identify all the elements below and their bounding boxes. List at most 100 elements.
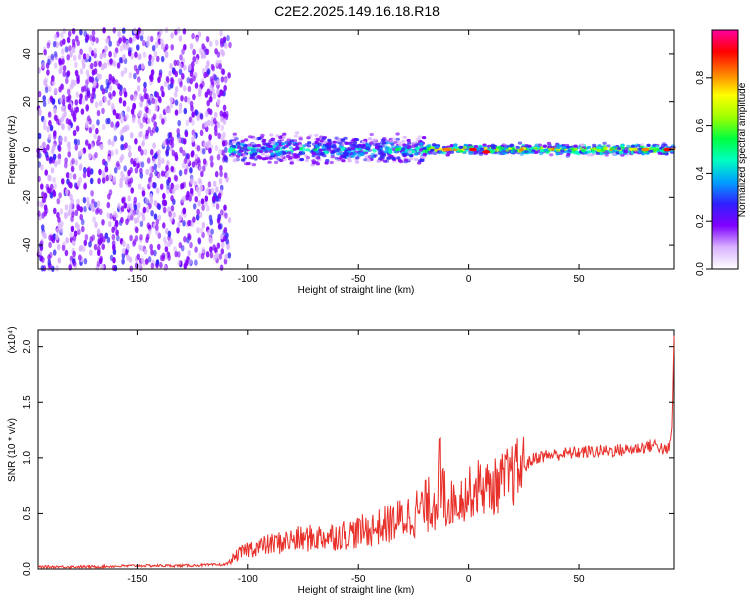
heatmap-cell [222,104,227,112]
heatmap-cell [181,196,185,203]
heatmap-cell [66,54,70,61]
heatmap-cell [142,116,146,123]
heatmap-cell [90,62,94,70]
heatmap-cell [54,115,59,122]
heatmap-cell [122,100,127,107]
heatmap-cell [224,156,229,163]
heatmap-cell [174,250,178,258]
heatmap-cell [46,144,50,151]
heatmap-cell [212,180,217,187]
heatmap-cell [160,55,165,63]
heatmap-cell [166,179,170,186]
heatmap-cell [106,236,111,244]
heatmap-cell [99,208,103,215]
heatmap-cell [170,195,174,202]
heatmap-cell [275,152,280,157]
heatmap-cell [388,150,393,154]
heatmap-cell [139,34,144,42]
heatmap-cell [116,234,120,242]
heatmap-cell [96,109,101,117]
heatmap-cell [646,143,651,147]
heatmap-cell [320,152,325,156]
heatmap-cell [132,35,137,42]
heatmap-cell [127,178,131,185]
heatmap-cell [142,39,146,47]
heatmap-cell [204,121,208,128]
heatmap-cell [188,64,192,72]
heatmap-cell [517,141,523,145]
heatmap-cell [143,248,148,255]
heatmap-cell [393,140,398,144]
heatmap-cell [186,237,190,244]
heatmap-cell [533,146,538,150]
heatmap-cell [70,225,75,233]
heatmap-cell [107,99,111,106]
heatmap-cell [132,209,137,216]
heatmap-cell [519,148,524,152]
heatmap-cell [326,145,332,149]
heatmap-cell [373,138,378,142]
heatmap-cell [50,167,55,174]
heatmap-cell [231,140,237,144]
heatmap-cell [438,150,444,154]
heatmap-cell [188,258,193,265]
heatmap-cell [219,165,223,172]
heatmap-cell [151,97,156,105]
heatmap-cell [384,147,389,151]
heatmap-cell [201,81,205,88]
heatmap-cell [147,256,152,263]
heatmap-cell [114,148,119,155]
heatmap-cell [355,156,360,160]
heatmap-cell [501,151,507,155]
heatmap-cell [120,216,124,224]
heatmap-cell [561,145,567,149]
heatmap-cell [214,171,219,178]
heatmap-cell [101,63,105,70]
heatmap-cell [109,58,113,65]
heatmap-cell [273,160,279,164]
heatmap-cell [279,154,285,158]
heatmap-cell [372,142,377,146]
heatmap-cell [145,168,149,176]
heatmap-cell [265,146,270,151]
heatmap-cell [116,62,121,69]
heatmap-cell [85,105,89,112]
heatmap-cell [79,213,83,221]
heatmap-cell [370,155,375,159]
heatmap-cell [317,143,322,147]
heatmap-cell [209,40,213,48]
heatmap-cell [220,89,224,97]
heatmap-cell [543,148,549,152]
heatmap-cell [86,201,91,208]
heatmap-cell [225,232,229,239]
heatmap-cell [59,226,64,233]
heatmap-cell [168,70,172,77]
heatmap-cell [162,206,167,214]
heatmap-cell [154,105,159,112]
heatmap-cell [596,148,602,152]
heatmap-cell [304,158,309,163]
snr-x-tick-label: -100 [238,574,258,585]
heatmap-cell [67,103,72,111]
heatmap-cell [74,61,78,68]
heatmap-cell [157,76,161,84]
heatmap-cell [277,139,282,143]
heatmap-cell [49,183,54,191]
heatmap-cell [324,150,329,155]
heatmap-cell [307,141,312,145]
heatmap-cell [71,158,75,165]
heatmap-cell [380,138,386,142]
heatmap-cell [78,164,83,171]
heatmap-cell [153,213,158,220]
heatmap-cell [67,30,72,38]
heatmap-cell [369,132,374,137]
heatmap-cell [322,148,328,152]
heatmap-cell [184,152,189,160]
heatmap-cell [216,88,220,96]
heatmap-cell [225,238,229,245]
heatmap-cell [350,146,356,150]
heatmap-cell [170,44,174,51]
heatmap-cell [223,42,228,49]
heatmap-cell [417,135,422,139]
heatmap-cell [53,51,58,58]
